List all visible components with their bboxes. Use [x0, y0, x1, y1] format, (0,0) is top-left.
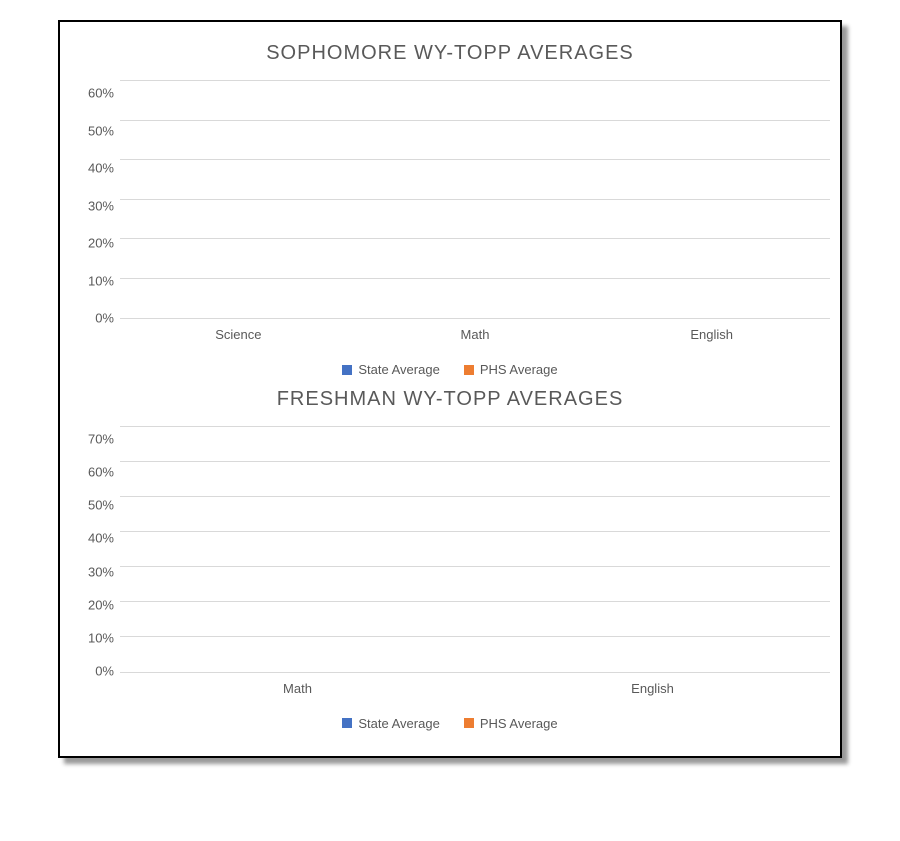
chart-freshman: FRESHMAN WY-TOPP AVERAGES 70% 60% 50% 40% 30%… — [70, 388, 830, 732]
legend-item: State Average — [342, 362, 439, 377]
bars-layer — [120, 80, 830, 318]
legend: State Average PHS Average — [70, 362, 830, 378]
y-tick-label: 10% — [88, 632, 114, 645]
x-tick-label: Math — [120, 673, 475, 696]
y-tick-label: 30% — [88, 199, 114, 212]
legend-item: PHS Average — [464, 716, 558, 731]
legend: State Average PHS Average — [70, 716, 830, 732]
chart-title: SOPHOMORE WY-TOPP AVERAGES — [70, 42, 830, 65]
plot-wrap: 60%50%40%30%20%10%0% — [70, 80, 830, 319]
legend-swatch — [464, 365, 474, 375]
legend-label: PHS Average — [480, 716, 558, 731]
y-tick-label: 40% — [88, 162, 114, 175]
legend-label: PHS Average — [480, 362, 558, 377]
x-tick-label: Math — [357, 319, 594, 342]
y-tick-label: 60% — [88, 87, 114, 100]
legend-swatch — [342, 718, 352, 728]
plot-area — [120, 426, 830, 673]
y-tick-label: 70% — [88, 432, 114, 445]
y-tick-label: 30% — [88, 565, 114, 578]
legend-label: State Average — [358, 362, 439, 377]
legend-item: PHS Average — [464, 362, 558, 377]
bars-layer — [120, 426, 830, 672]
y-tick-label: 10% — [88, 274, 114, 287]
y-tick-label: 40% — [88, 532, 114, 545]
y-tick-label: 0% — [95, 665, 114, 678]
chart-title: FRESHMAN WY-TOPP AVERAGES — [70, 388, 830, 411]
y-tick-label: 50% — [88, 124, 114, 137]
plot-area — [120, 80, 830, 319]
y-axis: 70%60%50%40%30%20%10%0% — [70, 426, 120, 672]
x-axis: ScienceMathEnglish — [120, 319, 830, 342]
x-tick-label: Science — [120, 319, 357, 342]
y-axis: 60%50%40%30%20%10%0% — [70, 80, 120, 318]
legend-label: State Average — [358, 716, 439, 731]
chart-sophomore: SOPHOMORE WY-TOPP AVERAGES 60% 50% 40% 30% 20… — [70, 42, 830, 378]
x-tick-label: English — [475, 673, 830, 696]
legend-swatch — [342, 365, 352, 375]
y-tick-label: 60% — [88, 465, 114, 478]
legend-swatch — [464, 718, 474, 728]
legend-item: State Average — [342, 716, 439, 731]
plot-wrap: 70%60%50%40%30%20%10%0% — [70, 426, 830, 673]
x-tick-label: English — [593, 319, 830, 342]
y-tick-label: 20% — [88, 237, 114, 250]
x-axis: MathEnglish — [120, 673, 830, 696]
charts-panel: SOPHOMORE WY-TOPP AVERAGES 60% 50% 40% 30% 20… — [58, 20, 842, 758]
y-tick-label: 0% — [95, 312, 114, 325]
y-tick-label: 50% — [88, 499, 114, 512]
y-tick-label: 20% — [88, 598, 114, 611]
